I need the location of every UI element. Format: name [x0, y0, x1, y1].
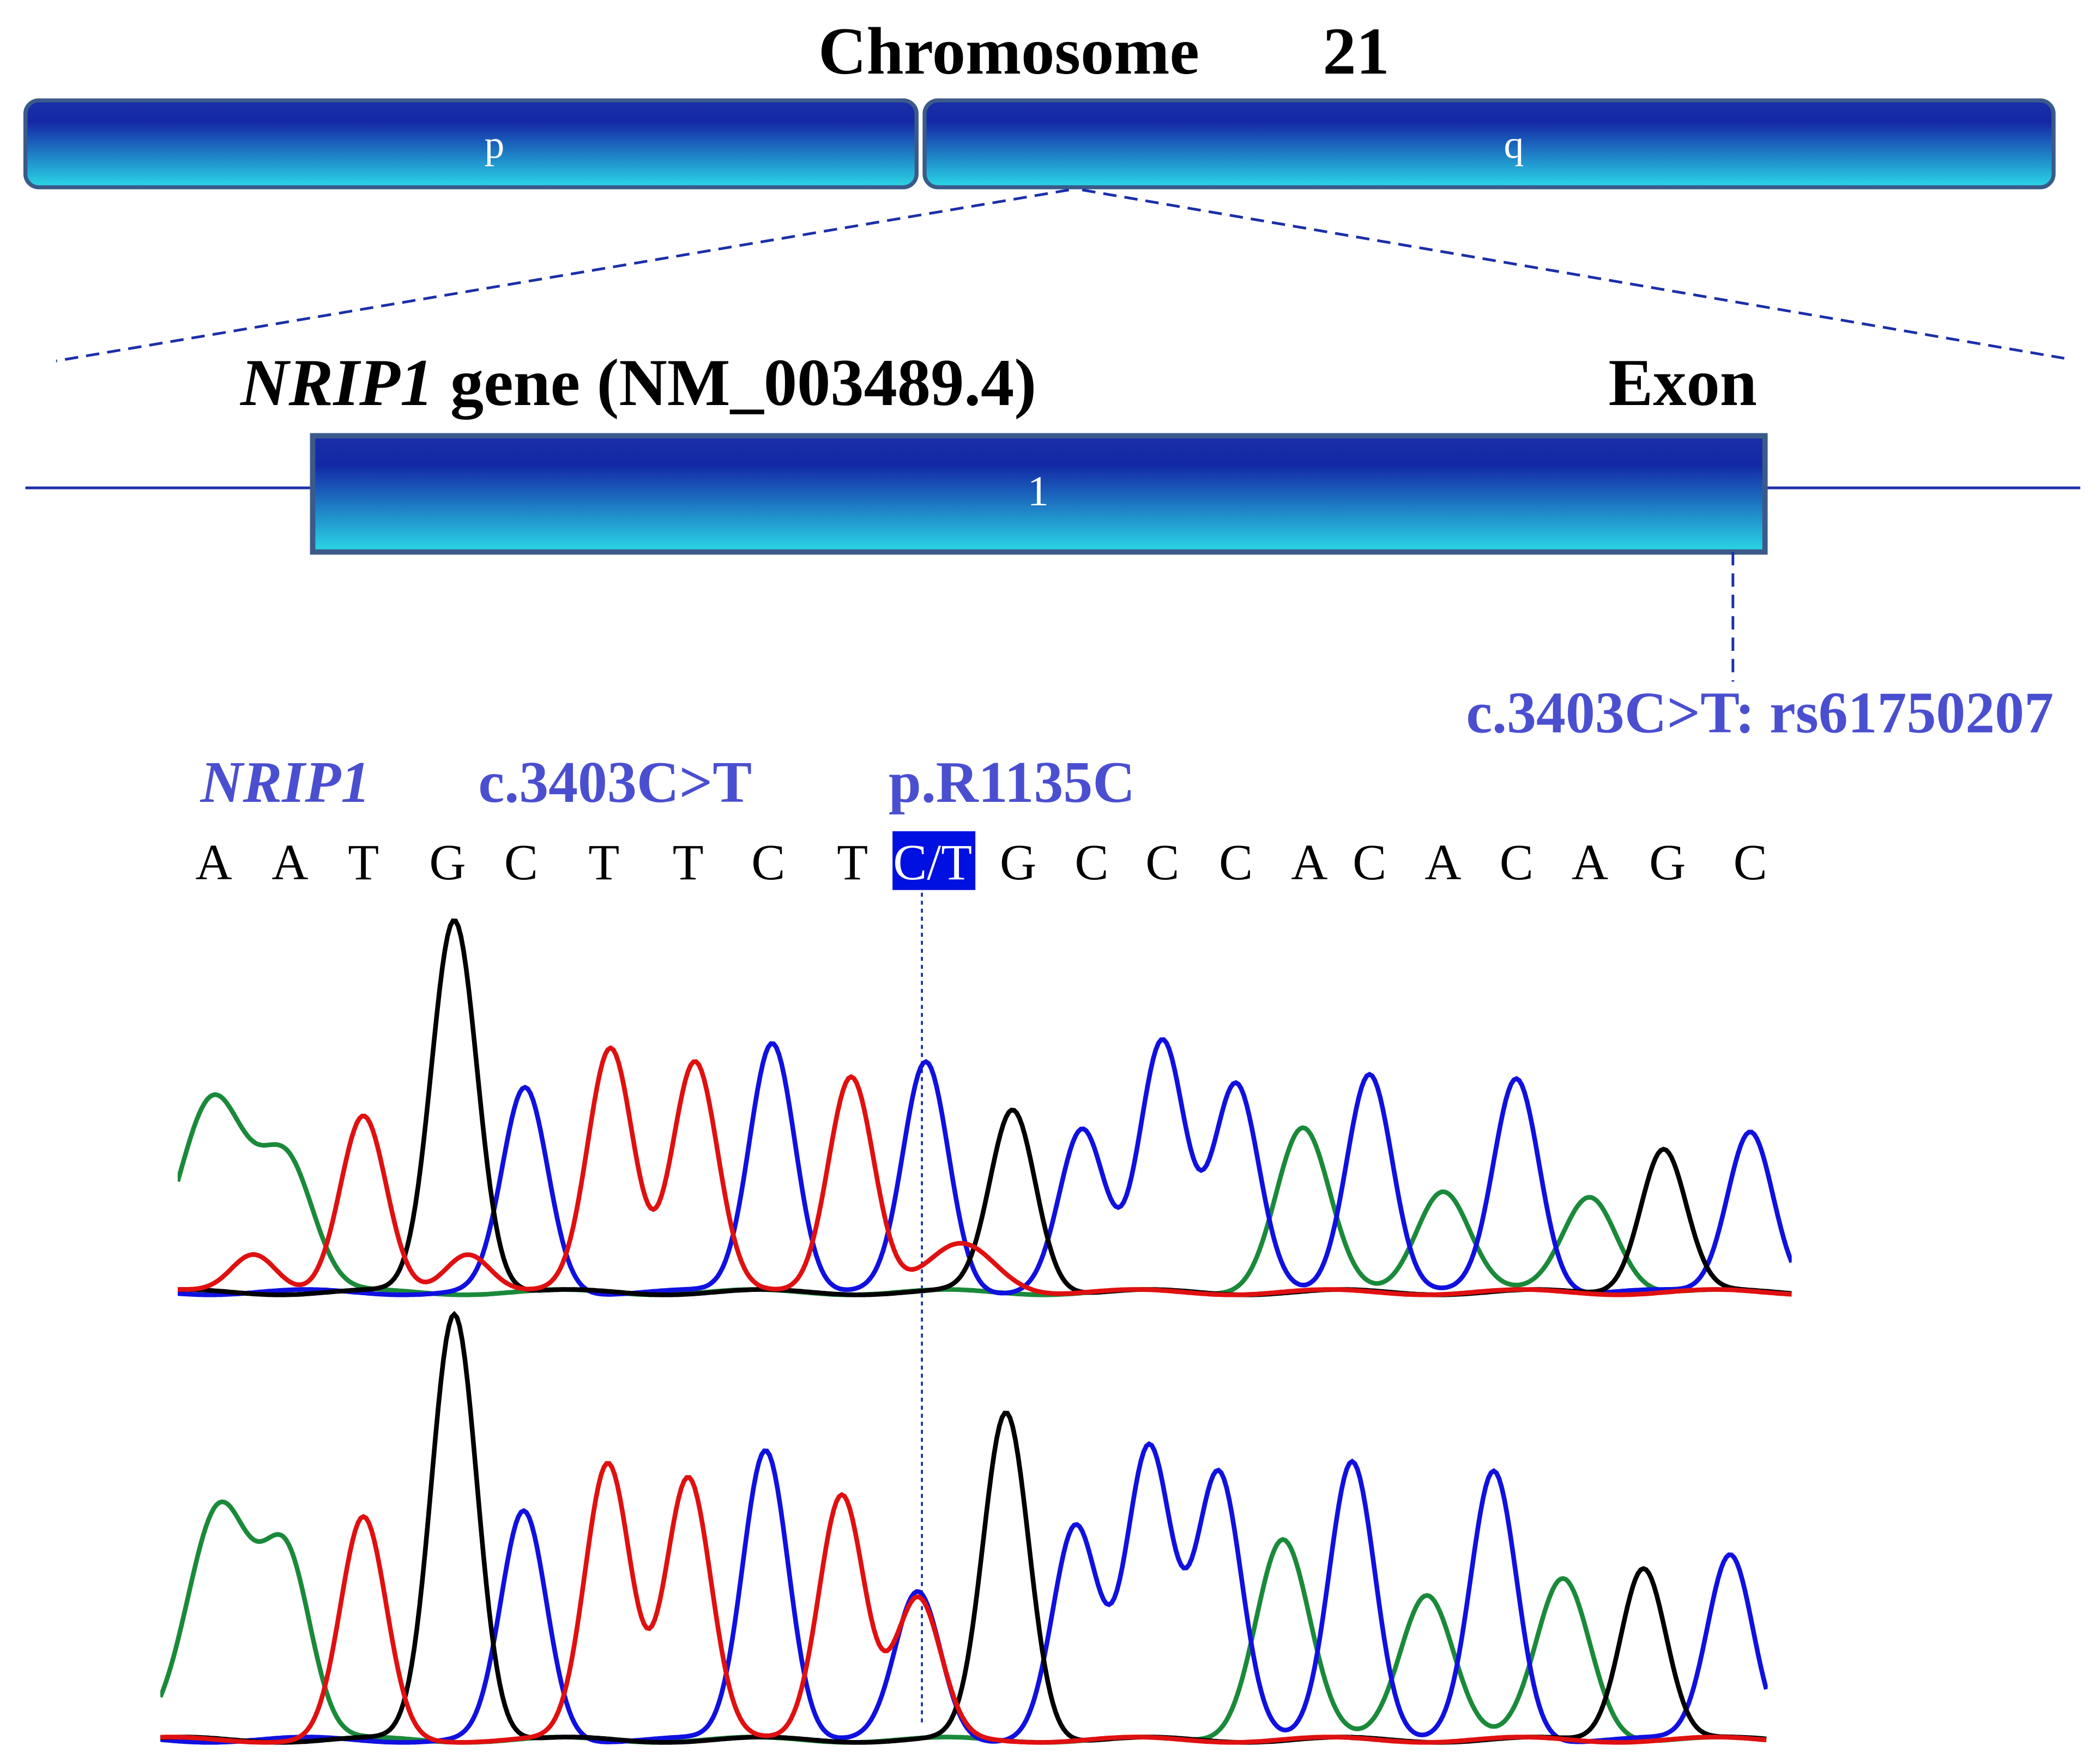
zoom-line: [1082, 189, 2065, 360]
base: C: [1500, 835, 1533, 891]
base-row: A A T G C T T C T C/T G C C C A C A C A G C: [196, 835, 1767, 891]
arm-q: [922, 98, 2056, 190]
base: C: [1145, 835, 1179, 891]
base: A: [196, 835, 232, 891]
base: C: [751, 835, 785, 891]
base: C: [504, 835, 538, 891]
trace: [177, 918, 1792, 1297]
base: T: [588, 835, 619, 891]
trace: [160, 1441, 1768, 1745]
base: C: [1353, 835, 1386, 891]
base: A: [1572, 835, 1608, 891]
base: C/T: [893, 835, 972, 891]
arm-label: p: [484, 122, 504, 167]
trace: [177, 1045, 1792, 1297]
chromosome-number: 21: [1323, 14, 1390, 88]
base: C: [1074, 835, 1108, 891]
zoom-line: [56, 189, 1070, 363]
sequence-gene: NRIP1: [200, 750, 371, 815]
gene-title: NRIP1 gene (NM_003489.4): [239, 346, 1036, 420]
arm-label: q: [1504, 122, 1524, 167]
variant-label: c.3403C>T: rs61750207: [1466, 681, 2054, 746]
chromatogram-control: [160, 1310, 1768, 1745]
variant-highlight: [892, 831, 976, 890]
base: A: [271, 835, 308, 891]
base: G: [1000, 835, 1036, 891]
sequence-protein: p.R1135C: [889, 750, 1135, 815]
base: C: [1734, 835, 1767, 891]
exon-number: 1: [1028, 467, 1049, 515]
base: A: [1291, 835, 1327, 891]
trace: [177, 1037, 1792, 1297]
sequence-cdna: c.3403C>T: [478, 750, 752, 815]
chromatogram-patient: [177, 918, 1792, 1297]
exon-box: [310, 433, 1768, 555]
gene-description: gene (NM_003489.4): [450, 346, 1036, 420]
base: T: [348, 835, 379, 891]
base: T: [837, 835, 868, 891]
base: G: [429, 835, 466, 891]
exon-label: Exon: [1609, 346, 1757, 420]
base: C: [1219, 835, 1253, 891]
base: G: [1649, 835, 1686, 891]
base: A: [1424, 835, 1461, 891]
base: T: [673, 835, 704, 891]
gene-name: NRIP1: [239, 346, 433, 420]
chromosome-label: Chromosome: [818, 14, 1199, 88]
arm-p: [23, 98, 919, 190]
trace: [160, 1461, 1767, 1745]
